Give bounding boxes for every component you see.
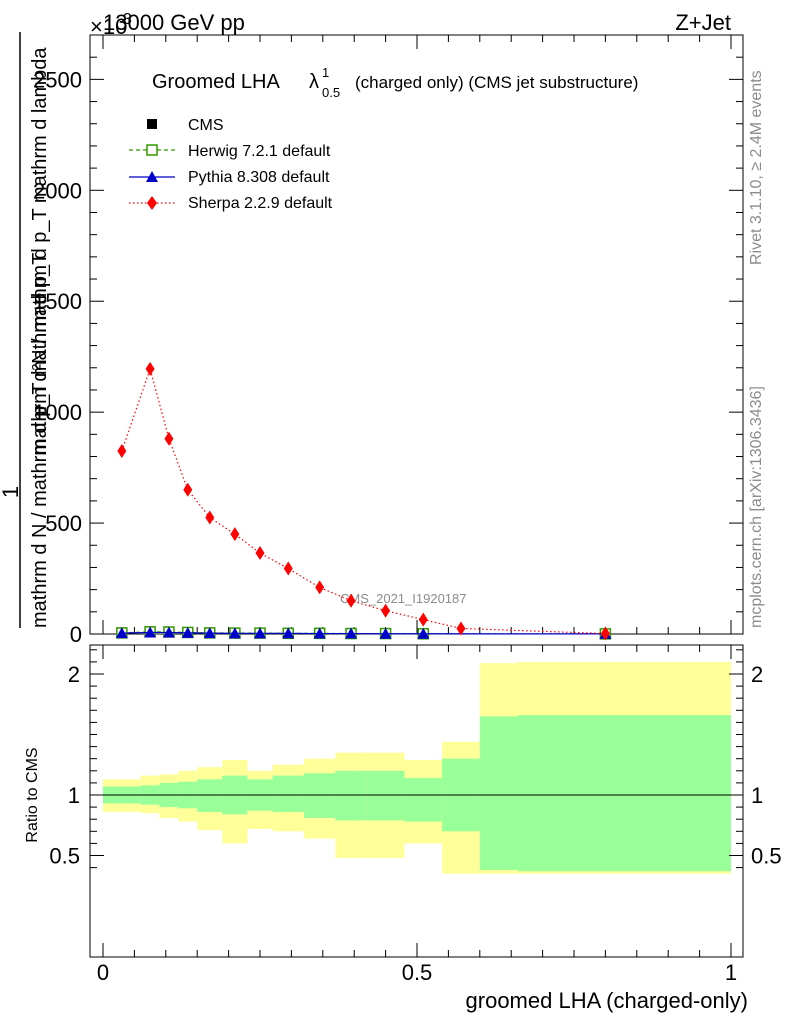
analysis-watermark: CMS_2021_I1920187 xyxy=(340,591,467,606)
ratio-y-axis: 0.5 0.5 1 1 2 2 xyxy=(49,649,782,869)
header-right: Z+Jet xyxy=(675,10,731,35)
main-ytick-label: 1500 xyxy=(33,289,82,314)
legend: CMS Herwig 7.2.1 default Pythia 8.308 de… xyxy=(129,117,333,212)
main-y-axis: 0 500 1000 1500 2000 2500 xyxy=(33,34,743,647)
main-ytick-label: 1000 xyxy=(33,400,82,425)
legend-pythia-label: Pythia 8.308 default xyxy=(188,169,330,186)
series-line-3 xyxy=(121,366,606,635)
data-point-series-2 xyxy=(144,626,157,638)
main-ylabel: 1 mathrm d²N / mathrm d p_T mathrm d lam… xyxy=(0,32,51,628)
data-point-series-3 xyxy=(456,621,466,636)
ratio-ytick-label-right: 2 xyxy=(751,662,763,687)
data-point-series-3 xyxy=(381,603,391,618)
main-ylabel-numerator: mathrm d²N / mathrm d p_T mathrm d lambd… xyxy=(29,47,51,455)
data-point-series-3 xyxy=(183,482,193,497)
ratio-stat-band xyxy=(197,779,223,812)
legend-item-cms: CMS xyxy=(147,117,224,134)
ratio-ytick-label: 2 xyxy=(68,662,80,687)
legend-sherpa-marker xyxy=(147,196,157,210)
ratio-bands-layer xyxy=(103,661,731,874)
ratio-xtick-label: 1 xyxy=(725,960,737,985)
x-axis-label: groomed LHA (charged-only) xyxy=(466,988,748,1013)
data-point-series-2 xyxy=(228,627,241,639)
data-point-series-3 xyxy=(255,546,265,561)
data-point-series-2 xyxy=(162,626,175,638)
data-point-series-2 xyxy=(282,627,295,639)
ratio-stat-band xyxy=(272,775,304,812)
legend-herwig-marker xyxy=(146,144,158,156)
ratio-stat-band xyxy=(517,715,731,872)
data-point-series-2 xyxy=(345,627,358,639)
data-point-series-2 xyxy=(115,627,128,639)
title-rest: (charged only) (CMS jet substructure) xyxy=(355,73,638,92)
data-point-series-3 xyxy=(346,593,356,608)
title-lambda: λ xyxy=(309,71,319,93)
ratio-ytick-label: 1 xyxy=(68,783,80,808)
header-left: 13000 GeV pp xyxy=(103,10,245,35)
title-sup: 1 xyxy=(322,65,329,80)
plot-title: Groomed LHA λ 1 0.5 (charged only) (CMS … xyxy=(152,65,638,100)
legend-sherpa-label: Sherpa 2.2.9 default xyxy=(188,195,333,212)
data-point-series-3 xyxy=(230,527,240,542)
ratio-stat-band xyxy=(479,716,518,871)
legend-item-herwig: Herwig 7.2.1 default xyxy=(129,143,331,160)
main-ytick-label: 0 xyxy=(70,622,82,647)
data-point-series-3 xyxy=(283,561,293,576)
data-point-series-3 xyxy=(205,510,215,525)
data-point-series-3 xyxy=(164,431,174,446)
ratio-xtick-label: 0 xyxy=(97,960,109,985)
ratio-stat-band xyxy=(335,770,367,821)
main-ytick-label: 500 xyxy=(45,511,82,536)
ratio-stat-band xyxy=(366,770,405,821)
ratio-ytick-label-right: 0.5 xyxy=(751,844,782,869)
data-point-series-3 xyxy=(600,626,610,641)
legend-pythia-marker xyxy=(146,171,158,182)
data-point-series-2 xyxy=(254,627,266,639)
data-point-series-3 xyxy=(145,361,155,376)
data-point-series-3 xyxy=(117,443,127,458)
rivet-label: Rivet 3.1.10, ≥ 2.4M events xyxy=(748,70,765,265)
ratio-stat-band xyxy=(303,773,336,818)
data-point-series-2 xyxy=(417,627,430,639)
data-point-series-2 xyxy=(203,627,216,639)
mcplots-label: mcplots.cern.ch [arXiv:1306.3436] xyxy=(748,386,765,628)
data-point-series-2 xyxy=(313,627,326,639)
main-ylabel-one: 1 xyxy=(0,486,23,498)
data-point-series-2 xyxy=(379,627,392,639)
legend-herwig-label: Herwig 7.2.1 default xyxy=(188,143,331,160)
title-sub: 0.5 xyxy=(322,85,340,100)
main-series-layer xyxy=(115,361,612,641)
ratio-ytick-label: 0.5 xyxy=(49,844,80,869)
title-main: Groomed LHA xyxy=(152,71,280,93)
legend-item-pythia: Pythia 8.308 default xyxy=(129,169,330,186)
ratio-ylabel: Ratio to CMS xyxy=(24,747,41,842)
legend-cms-label: CMS xyxy=(188,117,224,134)
legend-cms-marker xyxy=(147,119,157,129)
exponent-power: 3 xyxy=(123,11,132,28)
ratio-x-axis: 0 0.5 1 xyxy=(97,645,737,985)
data-point-series-3 xyxy=(315,580,325,595)
main-ylabel-denominator: mathrm d N / mathrm d p_T mathrm d p_T xyxy=(29,253,51,628)
legend-item-sherpa: Sherpa 2.2.9 default xyxy=(129,195,333,212)
data-point-series-2 xyxy=(181,626,194,638)
ratio-xtick-label: 0.5 xyxy=(402,960,433,985)
main-ytick-label: 2500 xyxy=(33,67,82,92)
main-ytick-label: 2000 xyxy=(33,178,82,203)
ratio-ytick-label-right: 1 xyxy=(751,783,763,808)
data-point-series-3 xyxy=(418,612,428,627)
ratio-stat-band xyxy=(404,778,443,822)
